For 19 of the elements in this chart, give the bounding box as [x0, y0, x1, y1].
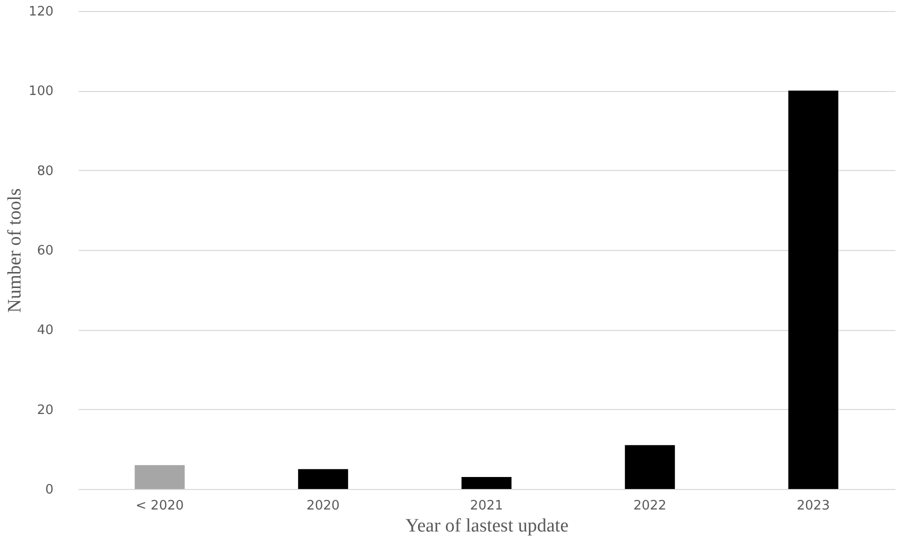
x-tick-label: < 2020	[136, 498, 184, 514]
x-axis-title: Year of lastest update	[405, 516, 569, 536]
x-tick-label: 2022	[633, 498, 666, 514]
y-tick-label: 120	[28, 4, 54, 20]
y-tick-label: 60	[36, 244, 54, 258]
bar	[788, 90, 838, 489]
y-tick-label: 40	[36, 323, 54, 338]
x-tick-label: 2021	[470, 498, 504, 514]
y-axis-title: Number of tools	[4, 188, 26, 313]
x-tick-label: 2020	[306, 498, 340, 514]
y-tick-label: 100	[28, 84, 54, 100]
x-tick-label: 2023	[796, 498, 830, 514]
y-tick-label: 0	[45, 482, 54, 498]
bar	[134, 465, 185, 489]
y-tick-label: 80	[36, 164, 54, 179]
bar	[462, 477, 512, 489]
bar	[298, 469, 348, 489]
bar	[624, 445, 675, 489]
y-tick-label: 20	[36, 402, 54, 418]
